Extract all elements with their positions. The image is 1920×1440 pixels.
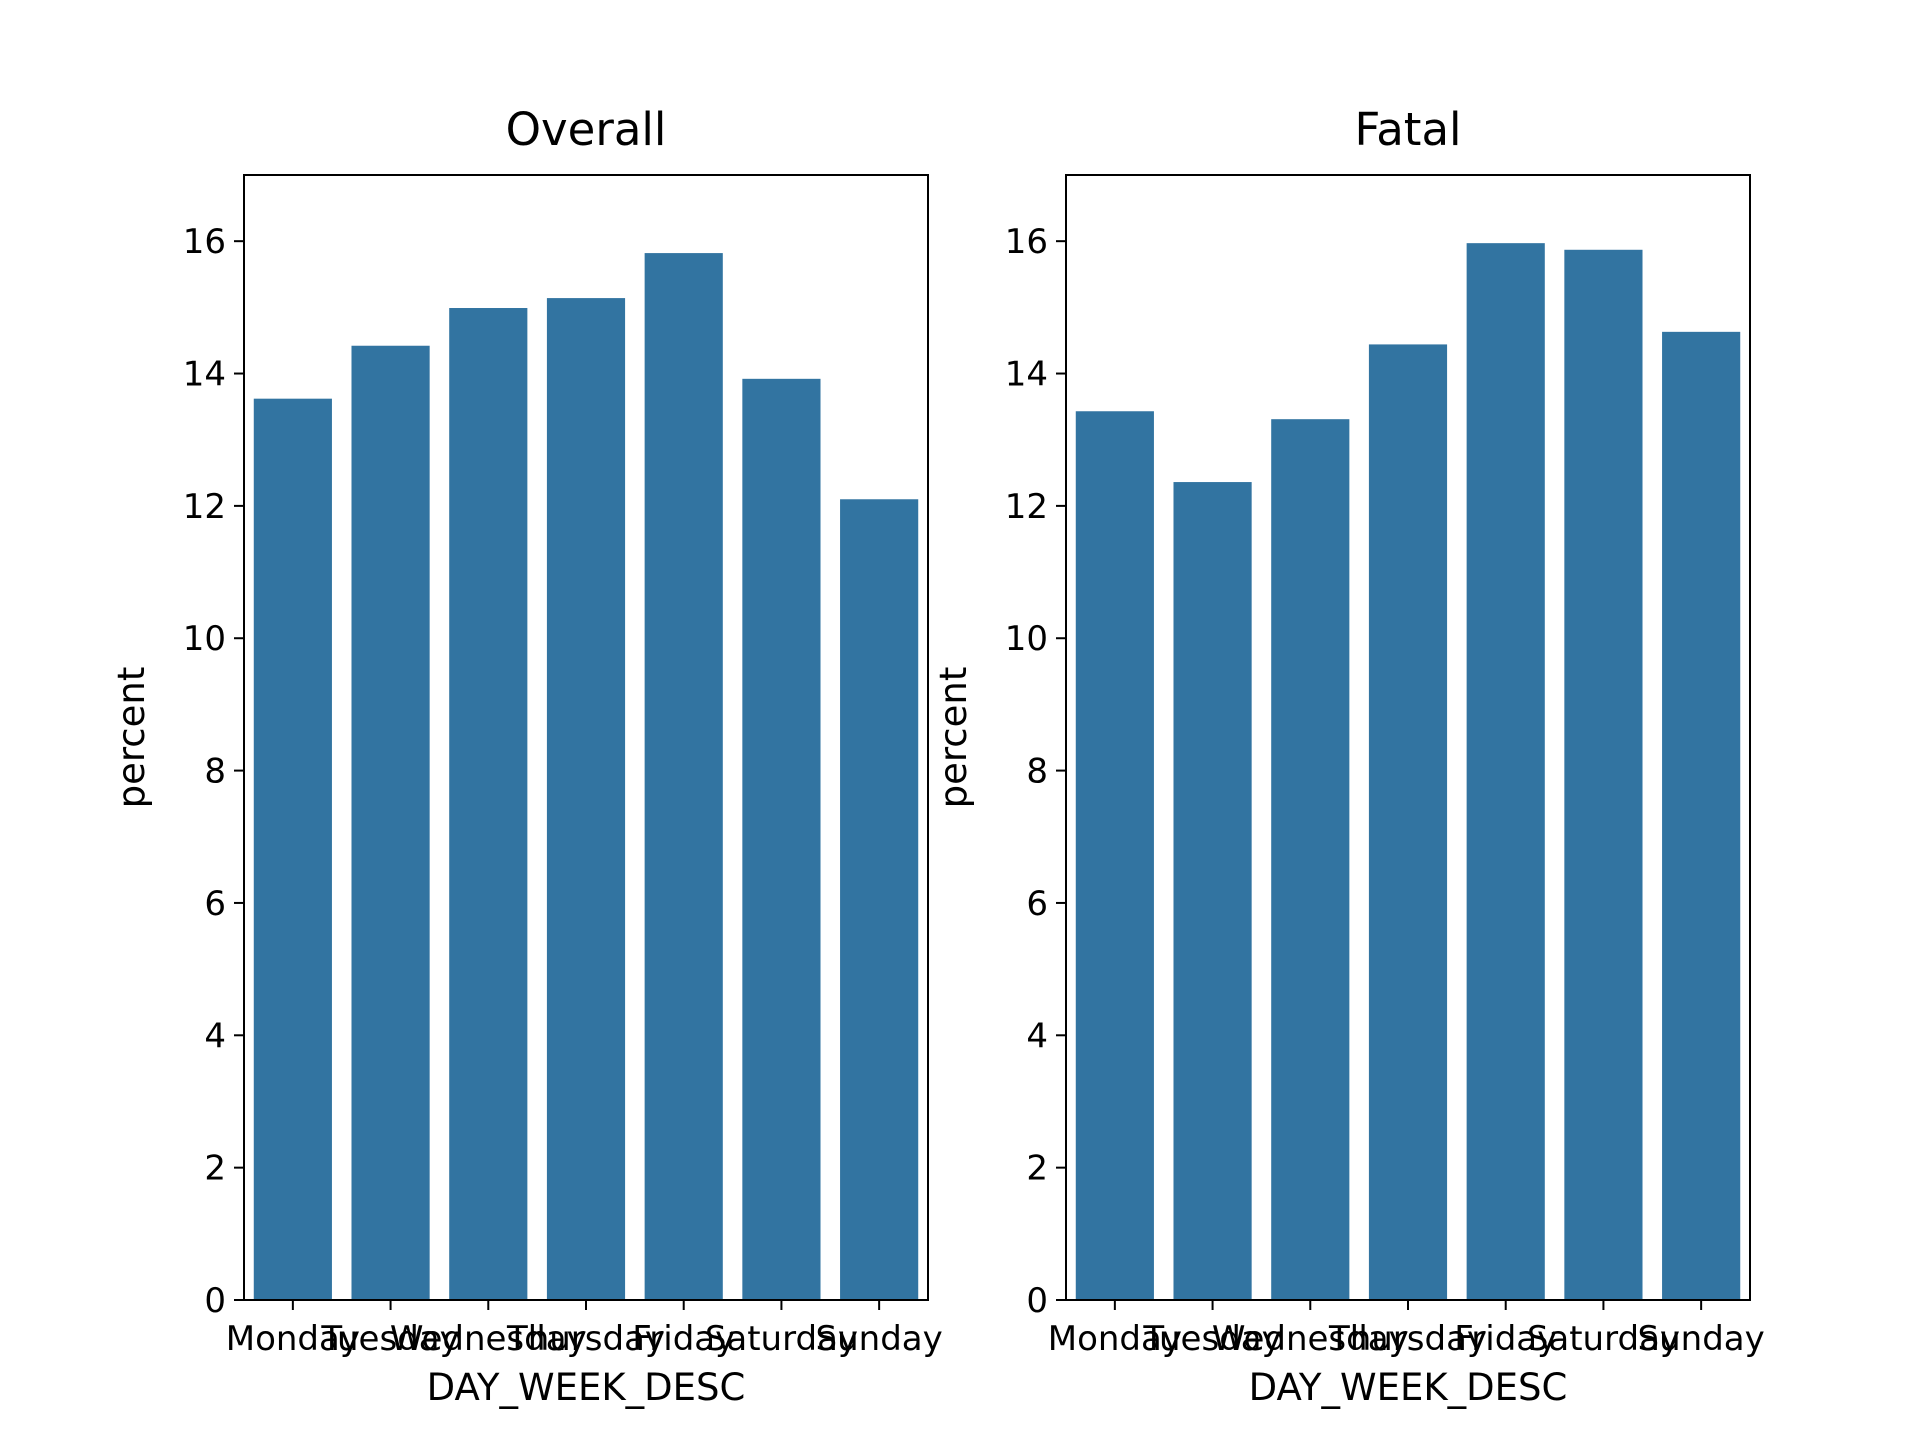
y-tick-label: 16 [183, 222, 226, 262]
y-tick-label: 2 [204, 1149, 226, 1189]
bar-friday [1466, 243, 1545, 1300]
y-tick-label: 14 [1005, 355, 1048, 395]
y-tick-label: 8 [1026, 752, 1048, 792]
y-tick-label: 14 [183, 355, 226, 395]
bar-friday [644, 253, 723, 1301]
x-tick-label-monday: Monday [226, 1319, 360, 1359]
bar-tuesday [351, 345, 430, 1300]
chart-fatal: 0 2 4 6 8 10 12 14 16 MondayTuesdayWednesdayThurs… [932, 103, 1765, 1409]
y-axis-label: percent [110, 667, 153, 809]
bar-thursday [546, 298, 626, 1301]
x-tick-label-saturday: Saturday [705, 1319, 858, 1359]
bar-tuesday [1173, 482, 1252, 1300]
y-tick-label: 12 [1005, 487, 1048, 527]
x-tick-label-monday: Monday [1048, 1319, 1182, 1359]
x-tick-label-tuesday: Tuesday [1142, 1319, 1281, 1359]
x-tick-label-sunday: Sunday [1638, 1319, 1765, 1359]
y-tick-label: 10 [1005, 619, 1048, 659]
y-tick-label: 6 [204, 884, 226, 924]
chart-title: Overall [506, 103, 667, 156]
y-axis-label: percent [932, 667, 975, 809]
y-tick-label: 0 [204, 1281, 226, 1321]
x-axis-label: DAY_WEEK_DESC [427, 1366, 746, 1409]
y-tick-label: 0 [1026, 1281, 1048, 1321]
x-tick-label-thursday: Thursday [1328, 1319, 1487, 1359]
bar-wednesday [449, 308, 528, 1300]
x-tick-label-friday: Friday [1454, 1319, 1557, 1359]
y-tick-label: 12 [183, 487, 226, 527]
bar-thursday [1368, 344, 1448, 1300]
x-tick-label-sunday: Sunday [816, 1319, 943, 1359]
bar-sunday [840, 499, 919, 1300]
bar-monday [1075, 411, 1154, 1300]
x-tick-label-wednesday: Wednesday [1212, 1319, 1409, 1359]
chart-overall: 0 2 4 6 8 10 12 14 16 MondayTuesdayWednesdayThurs… [110, 103, 943, 1409]
x-tick-label-friday: Friday [632, 1319, 735, 1359]
bar-monday [253, 398, 332, 1300]
chart-title: Fatal [1354, 103, 1461, 156]
y-tick-label: 2 [1026, 1149, 1048, 1189]
bar-wednesday [1271, 419, 1350, 1300]
bar-saturday [1564, 249, 1643, 1300]
y-tick-label: 6 [1026, 884, 1048, 924]
y-tick-label: 8 [204, 752, 226, 792]
x-tick-label-saturday: Saturday [1527, 1319, 1680, 1359]
bar-saturday [742, 378, 821, 1300]
y-tick-label: 10 [183, 619, 226, 659]
bar-sunday [1662, 331, 1741, 1301]
x-axis-label: DAY_WEEK_DESC [1249, 1366, 1568, 1409]
y-tick-label: 16 [1005, 222, 1048, 262]
x-tick-label-tuesday: Tuesday [320, 1319, 459, 1359]
x-tick-label-wednesday: Wednesday [390, 1319, 587, 1359]
y-tick-label: 4 [1026, 1016, 1048, 1056]
x-tick-label-thursday: Thursday [506, 1319, 665, 1359]
y-tick-label: 4 [204, 1016, 226, 1056]
